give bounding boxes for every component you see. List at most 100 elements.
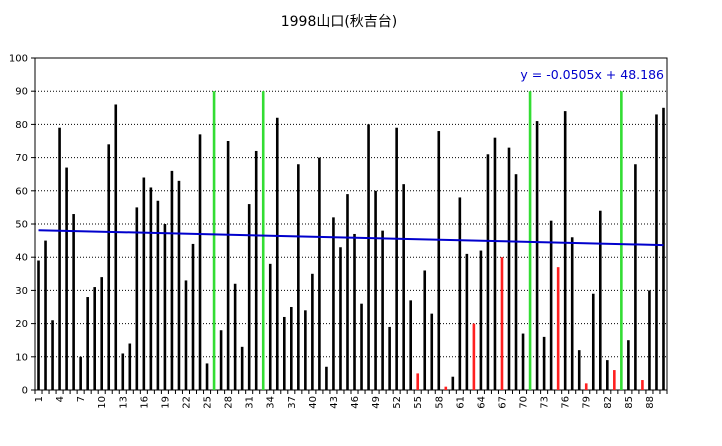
bar [606, 360, 609, 390]
bar [191, 243, 195, 390]
y-tick-label: 0 [22, 386, 28, 397]
bar [170, 170, 174, 390]
bar [648, 290, 651, 390]
x-tick-label: 16 [139, 396, 150, 409]
x-tick-label: 13 [118, 396, 129, 409]
bar [86, 297, 89, 390]
bar [51, 320, 54, 390]
bar [493, 137, 497, 390]
bar [65, 167, 68, 390]
y-tick-label: 70 [15, 153, 28, 164]
bar [247, 204, 251, 390]
bar [233, 283, 237, 390]
bar [367, 124, 370, 391]
bar [311, 273, 314, 390]
bar [507, 147, 511, 390]
bar [184, 280, 188, 390]
bar [570, 237, 574, 390]
bar [58, 127, 61, 390]
y-tick-label: 100 [9, 54, 28, 65]
bar [381, 230, 384, 390]
bar [325, 366, 328, 390]
x-tick-label: 28 [224, 396, 235, 409]
bar [339, 247, 342, 390]
bar [282, 316, 286, 390]
bar [584, 383, 588, 390]
y-tick-label: 60 [15, 186, 28, 197]
bar [332, 217, 335, 390]
bar [662, 107, 665, 391]
bar [416, 373, 420, 390]
bar [177, 180, 181, 390]
bar [226, 141, 230, 390]
bar [486, 154, 490, 390]
x-tick-label: 43 [329, 396, 340, 409]
x-tick-label: 31 [245, 396, 256, 409]
trendline [38, 229, 664, 247]
gridlines [35, 90, 667, 358]
bar [198, 134, 202, 390]
x-tick-label: 76 [561, 396, 572, 409]
trendline-equation: y = -0.0505x + 48.186 [520, 67, 664, 82]
bar [114, 104, 118, 390]
bar [212, 91, 216, 390]
bar [240, 346, 244, 390]
bar [268, 263, 272, 390]
x-tick-label: 10 [97, 396, 108, 409]
x-tick-label: 67 [497, 396, 508, 409]
bar [388, 326, 391, 390]
bar [121, 353, 125, 390]
bar [437, 131, 441, 391]
bar [535, 121, 539, 390]
bar [423, 270, 427, 390]
bar [444, 386, 448, 390]
bar [142, 177, 146, 390]
bar [163, 224, 167, 390]
x-tick-label: 55 [413, 396, 424, 409]
bar [360, 303, 363, 390]
bar [205, 363, 209, 390]
bar [613, 370, 616, 390]
x-tick-label: 40 [308, 396, 319, 409]
bar [479, 250, 483, 390]
x-tick-label: 70 [519, 396, 530, 409]
bar [620, 91, 623, 390]
bar [37, 260, 40, 390]
bar [598, 210, 602, 390]
x-tick-label: 25 [203, 396, 214, 409]
y-tick-label: 20 [15, 319, 28, 330]
bar [290, 307, 293, 390]
bar [128, 343, 132, 390]
x-axis-ticks: 1 4 7 10 13 16 19 22 25 28 31 34 37 40 43 46 49 52 55 58 61 6… [34, 390, 668, 409]
bar [79, 356, 82, 390]
y-tick-label: 50 [15, 220, 28, 231]
bar [402, 184, 405, 390]
bars [37, 91, 665, 391]
bar [500, 257, 504, 390]
bar [261, 91, 265, 390]
x-tick-label: 79 [582, 396, 593, 409]
bar [275, 117, 279, 390]
bar [556, 267, 560, 390]
bar [156, 200, 160, 390]
x-tick-label: 1 [34, 396, 45, 402]
y-tick-label: 10 [15, 352, 28, 363]
bar [627, 340, 630, 390]
bar [577, 350, 581, 390]
y-tick-label: 30 [15, 286, 28, 297]
bar [304, 310, 307, 390]
x-tick-label: 22 [181, 396, 192, 409]
x-tick-label: 46 [350, 396, 361, 409]
y-tick-label: 80 [15, 120, 28, 131]
bar [72, 214, 75, 390]
x-tick-label: 73 [540, 396, 551, 409]
x-tick-label: 58 [434, 396, 445, 409]
bar [451, 376, 455, 390]
x-tick-label: 19 [160, 396, 171, 409]
bar [346, 194, 349, 390]
bar [528, 91, 532, 390]
bar [297, 164, 300, 390]
bar [409, 300, 412, 390]
bar [353, 233, 356, 390]
